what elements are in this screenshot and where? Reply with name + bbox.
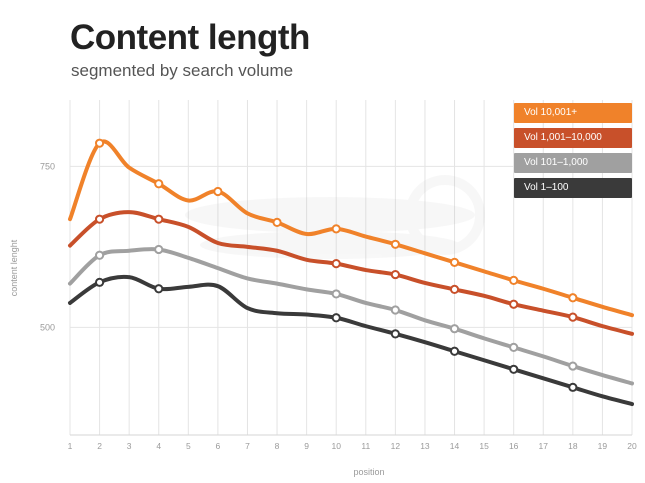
series-point xyxy=(272,217,282,228)
legend-item-1: Vol 1,001–10,000 xyxy=(514,128,632,148)
series-point xyxy=(390,239,400,249)
x-tick-label: 7 xyxy=(245,441,250,451)
series-point xyxy=(568,312,578,322)
series-group xyxy=(68,138,634,407)
chart-title: Content length xyxy=(70,18,310,57)
x-tick-label: 11 xyxy=(361,441,370,451)
series-point xyxy=(509,342,519,352)
legend-item-3: Vol 1–100 xyxy=(514,178,632,198)
series-point xyxy=(94,250,105,260)
x-tick-label: 14 xyxy=(450,441,460,451)
series-point xyxy=(568,361,578,371)
series-line-2 xyxy=(68,247,634,386)
y-tick-label: 500 xyxy=(40,322,55,332)
y-axis-label: content lenght xyxy=(9,239,19,296)
series-point xyxy=(331,259,341,269)
series-point xyxy=(449,257,460,267)
series-point xyxy=(154,244,164,255)
x-tick-label: 12 xyxy=(391,441,401,451)
series-point xyxy=(509,299,519,309)
x-tick-label: 8 xyxy=(275,441,280,451)
series-point xyxy=(390,269,400,280)
x-tick-label: 4 xyxy=(156,441,161,451)
series-point xyxy=(449,346,460,356)
x-tick-label: 10 xyxy=(331,441,341,451)
x-tick-label: 3 xyxy=(127,441,132,451)
series-point xyxy=(568,382,578,392)
x-tick-label: 13 xyxy=(420,441,430,451)
y-tick-labels: 500 750 xyxy=(40,161,55,332)
series-point xyxy=(331,224,341,234)
series-point xyxy=(331,289,341,299)
series-point xyxy=(213,186,223,197)
x-tick-labels: 1 2 3 4 5 6 7 8 9 10 11 12 13 14 15 16 17 18 19 20 xyxy=(68,441,637,451)
series-point xyxy=(94,214,105,224)
y-tick-label: 750 xyxy=(40,161,55,171)
series-point xyxy=(94,277,105,287)
series-point xyxy=(390,329,400,339)
series-point xyxy=(331,313,341,323)
series-point xyxy=(94,138,105,148)
watermark-logo xyxy=(185,175,485,259)
series-point xyxy=(509,275,519,285)
legend-item-2: Vol 101–1,000 xyxy=(514,153,632,173)
series-point xyxy=(568,293,578,303)
x-tick-label: 2 xyxy=(97,441,102,451)
x-tick-label: 1 xyxy=(68,441,73,451)
x-tick-label: 18 xyxy=(568,441,578,451)
series-point xyxy=(154,214,164,224)
series-point xyxy=(390,305,400,315)
x-tick-label: 17 xyxy=(539,441,549,451)
series-point xyxy=(509,364,519,374)
x-tick-label: 16 xyxy=(509,441,519,451)
x-tick-label: 9 xyxy=(304,441,309,451)
x-tick-label: 15 xyxy=(479,441,489,451)
chart-subtitle: segmented by search volume xyxy=(71,61,294,80)
x-tick-label: 5 xyxy=(186,441,191,451)
legend-item-0: Vol 10,001+ xyxy=(514,103,632,123)
series-point xyxy=(154,179,164,189)
series-line-3 xyxy=(68,274,634,407)
series-point xyxy=(449,284,460,295)
x-tick-label: 20 xyxy=(627,441,637,451)
x-tick-label: 6 xyxy=(216,441,221,451)
x-tick-label: 19 xyxy=(598,441,608,451)
x-axis-label: position xyxy=(353,467,384,477)
series-point xyxy=(449,324,460,334)
series-point xyxy=(154,284,164,294)
